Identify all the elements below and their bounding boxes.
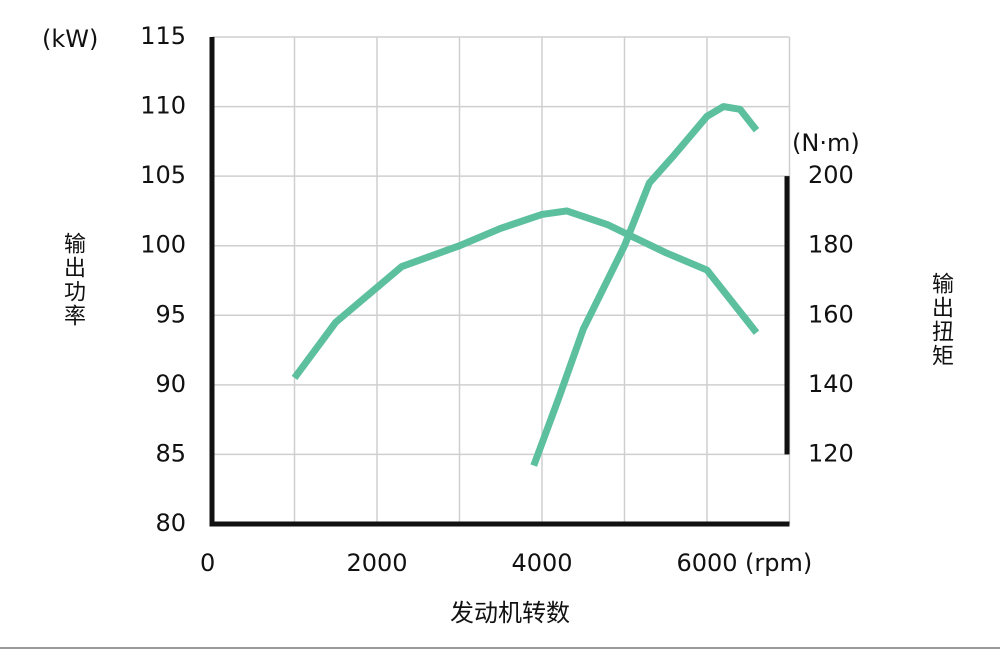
y2-tick-label: 180: [808, 231, 854, 259]
y-axis-title: 输出功率: [60, 232, 86, 328]
y-tick-label: 115: [140, 22, 186, 50]
x-tick-label: 2000: [346, 549, 407, 577]
x-axis-title: 发动机转数: [450, 599, 570, 627]
y-tick-label: 90: [155, 370, 186, 398]
y2-tick-label: 120: [808, 439, 854, 467]
y2-unit: (N·m): [792, 129, 860, 157]
y-unit: (kW): [42, 25, 98, 53]
x-tick-label: 6000: [676, 549, 737, 577]
y-tick-label: 100: [140, 231, 186, 259]
x-tick-label: 0: [200, 549, 215, 577]
y-tick-label: 95: [155, 300, 186, 328]
y-tick-label: 105: [140, 161, 186, 189]
y-tick-label: 80: [155, 509, 186, 537]
x-unit: (rpm): [745, 549, 812, 577]
y2-tick-label: 160: [808, 300, 854, 328]
y2-tick-label: 140: [808, 370, 854, 398]
line-series: [530, 103, 760, 467]
y-tick-label: 85: [155, 439, 186, 467]
line-series: [291, 207, 760, 380]
y2-axis-title: 输出扭矩: [928, 272, 954, 368]
y2-tick-label: 200: [808, 161, 854, 189]
x-tick-label: 4000: [511, 549, 572, 577]
y-tick-label: 110: [140, 92, 186, 120]
